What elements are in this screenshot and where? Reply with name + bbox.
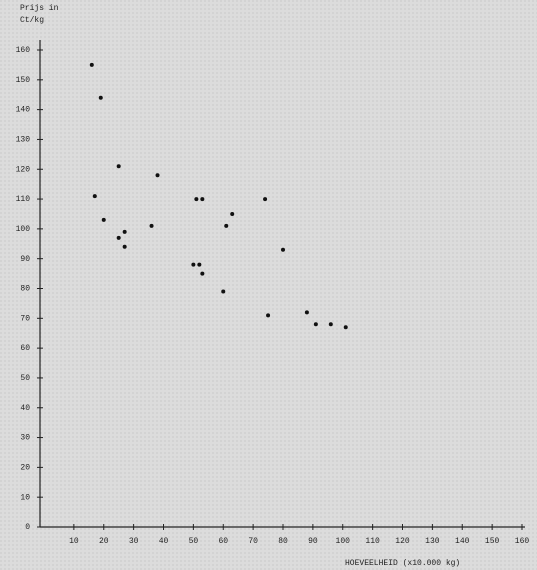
y-tick-label: 130 — [16, 136, 31, 145]
y-tick-label: 60 — [20, 344, 30, 353]
point — [230, 212, 234, 216]
point — [224, 224, 228, 228]
point — [344, 325, 348, 329]
chart: Prijs in Ct/kg HOEVEELHEID (x10.000 kg) … — [0, 0, 537, 570]
y-tick-label: 90 — [20, 255, 30, 264]
point — [156, 173, 160, 177]
point — [93, 194, 97, 198]
point — [99, 96, 103, 100]
y-tick-label: 140 — [16, 106, 31, 115]
y-tick-label: 120 — [16, 165, 31, 174]
x-tick-label: 140 — [455, 537, 470, 546]
x-tick-label: 60 — [218, 537, 228, 546]
y-tick-label: 20 — [20, 463, 30, 472]
x-tick-label: 100 — [336, 537, 351, 546]
point — [305, 310, 309, 314]
y-tick-label: 40 — [20, 404, 30, 413]
y-tick-label: 110 — [16, 195, 31, 204]
point — [281, 248, 285, 252]
point — [221, 289, 225, 293]
y-tick-label: 10 — [20, 493, 30, 502]
point — [123, 230, 127, 234]
y-tick-label: 50 — [20, 374, 30, 383]
y-tick-label: 0 — [25, 523, 30, 532]
point — [117, 236, 121, 240]
y-tick-label: 70 — [20, 314, 30, 323]
point — [194, 197, 198, 201]
y-tick-label: 30 — [20, 434, 30, 443]
point — [314, 322, 318, 326]
point — [329, 322, 333, 326]
x-tick-label: 90 — [308, 537, 318, 546]
x-tick-label: 130 — [425, 537, 440, 546]
x-tick-label: 160 — [515, 537, 530, 546]
x-tick-label: 110 — [365, 537, 380, 546]
point — [90, 63, 94, 67]
point — [102, 218, 106, 222]
point — [123, 245, 127, 249]
x-tick-label: 50 — [189, 537, 199, 546]
x-tick-label: 80 — [278, 537, 288, 546]
x-tick-label: 20 — [99, 537, 109, 546]
x-tick-label: 30 — [129, 537, 139, 546]
background — [0, 0, 537, 570]
x-tick-label: 120 — [395, 537, 410, 546]
y-axis-label: Ct/kg — [20, 16, 44, 25]
point — [197, 263, 201, 267]
y-tick-label: 150 — [16, 76, 31, 85]
x-tick-label: 70 — [248, 537, 258, 546]
point — [263, 197, 267, 201]
y-tick-label: 100 — [16, 225, 31, 234]
y-tick-label: 160 — [16, 46, 31, 55]
x-tick-label: 40 — [159, 537, 169, 546]
point — [200, 272, 204, 276]
x-tick-label: 150 — [485, 537, 500, 546]
x-tick-label: 10 — [69, 537, 79, 546]
point — [191, 263, 195, 267]
point — [200, 197, 204, 201]
y-axis-label: Prijs in — [20, 4, 59, 13]
y-tick-label: 80 — [20, 285, 30, 294]
x-axis-label: HOEVEELHEID (x10.000 kg) — [345, 559, 460, 568]
point — [117, 164, 121, 168]
point — [150, 224, 154, 228]
point — [266, 313, 270, 317]
